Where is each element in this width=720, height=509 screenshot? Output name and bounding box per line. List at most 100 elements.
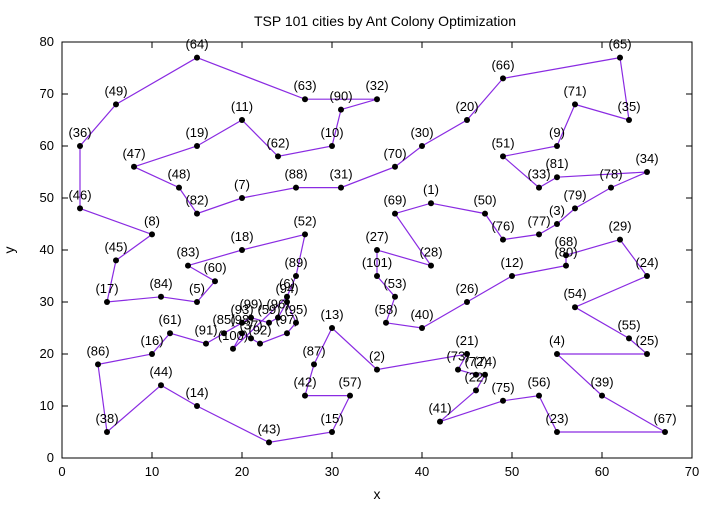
city-point xyxy=(230,345,236,352)
city-label: (79) xyxy=(563,187,586,202)
city-point xyxy=(464,299,470,305)
x-axis-label: x xyxy=(374,486,381,502)
y-tick-label: 0 xyxy=(47,450,54,465)
city-point xyxy=(554,429,560,435)
city-point xyxy=(464,117,470,123)
city-label: (32) xyxy=(365,78,388,93)
city-point xyxy=(500,397,506,404)
city-point xyxy=(500,75,506,82)
city-label: (31) xyxy=(329,167,352,182)
city-point xyxy=(617,54,623,61)
city-label: (86) xyxy=(86,343,109,358)
city-label: (82) xyxy=(185,193,208,208)
city-label: (19) xyxy=(185,125,208,140)
city-label: (76) xyxy=(491,219,514,234)
city-point xyxy=(77,143,83,149)
city-point xyxy=(617,236,623,243)
city-label: (96) xyxy=(266,297,289,312)
city-point xyxy=(284,293,290,300)
city-label: (75) xyxy=(491,380,514,395)
city-point xyxy=(554,351,560,357)
city-label: (36) xyxy=(68,125,91,140)
city-point xyxy=(563,262,569,269)
city-label: (1) xyxy=(423,182,439,197)
city-point xyxy=(221,330,227,337)
city-label: (13) xyxy=(320,307,343,322)
city-label: (68) xyxy=(554,234,577,249)
city-label: (63) xyxy=(293,78,316,93)
city-label: (42) xyxy=(293,375,316,390)
city-point xyxy=(572,205,578,212)
city-point xyxy=(293,319,299,326)
city-label: (6) xyxy=(279,276,295,291)
city-label: (20) xyxy=(455,99,478,114)
city-point xyxy=(194,210,200,217)
city-label: (17) xyxy=(95,281,118,296)
city-label: (71) xyxy=(563,83,586,98)
city-label: (85) xyxy=(212,312,235,327)
y-tick-label: 50 xyxy=(40,190,54,205)
city-label: (51) xyxy=(491,135,514,150)
city-label: (65) xyxy=(608,37,631,52)
city-label: (98) xyxy=(230,312,253,327)
city-label: (9) xyxy=(549,125,565,140)
city-point xyxy=(203,340,209,347)
city-label: (40) xyxy=(410,307,433,322)
city-label: (84) xyxy=(149,276,172,291)
city-point xyxy=(644,351,650,357)
y-tick-label: 20 xyxy=(40,346,54,361)
city-label: (80) xyxy=(554,245,577,260)
city-point xyxy=(239,247,245,253)
city-label: (38) xyxy=(95,411,118,426)
city-label: (100) xyxy=(218,328,248,343)
city-point xyxy=(239,319,245,326)
city-label: (58) xyxy=(374,302,397,317)
city-label: (54) xyxy=(563,286,586,301)
city-label: (23) xyxy=(545,411,568,426)
city-point xyxy=(194,299,200,305)
y-tick-label: 80 xyxy=(40,34,54,49)
city-label: (45) xyxy=(104,239,127,254)
city-point xyxy=(239,195,245,201)
city-point xyxy=(158,293,164,300)
city-point xyxy=(347,392,353,399)
city-point xyxy=(455,366,461,373)
city-point xyxy=(536,231,542,238)
city-label: (88) xyxy=(284,167,307,182)
x-tick-label: 0 xyxy=(58,464,65,479)
city-label: (35) xyxy=(617,99,640,114)
city-point xyxy=(554,143,560,149)
city-point xyxy=(392,293,398,300)
city-point xyxy=(158,382,164,389)
city-label: (50) xyxy=(473,193,496,208)
y-tick-label: 10 xyxy=(40,398,54,413)
city-point xyxy=(374,273,380,279)
city-label: (57) xyxy=(338,375,361,390)
city-label: (29) xyxy=(608,219,631,234)
city-label: (3) xyxy=(549,203,565,218)
city-label: (90) xyxy=(329,89,352,104)
city-point xyxy=(374,96,380,103)
city-point xyxy=(167,330,173,337)
city-point xyxy=(257,340,263,347)
city-point xyxy=(464,351,470,357)
city-label: (67) xyxy=(653,411,676,426)
x-tick-label: 20 xyxy=(235,464,249,479)
city-point xyxy=(419,325,425,331)
city-point xyxy=(662,429,668,435)
city-point xyxy=(473,371,479,378)
city-label: (44) xyxy=(149,364,172,379)
city-point xyxy=(428,262,434,269)
city-point xyxy=(194,143,200,149)
city-point xyxy=(419,143,425,149)
city-point xyxy=(644,169,650,175)
city-point xyxy=(374,366,380,373)
chart-title: TSP 101 cities by Ant Colony Optimizatio… xyxy=(254,13,516,29)
city-label: (92) xyxy=(248,323,271,338)
city-label: (55) xyxy=(617,317,640,332)
city-point xyxy=(383,319,389,326)
city-label: (91) xyxy=(194,323,217,338)
city-point xyxy=(563,252,569,259)
city-point xyxy=(95,361,101,368)
city-label: (62) xyxy=(266,135,289,150)
